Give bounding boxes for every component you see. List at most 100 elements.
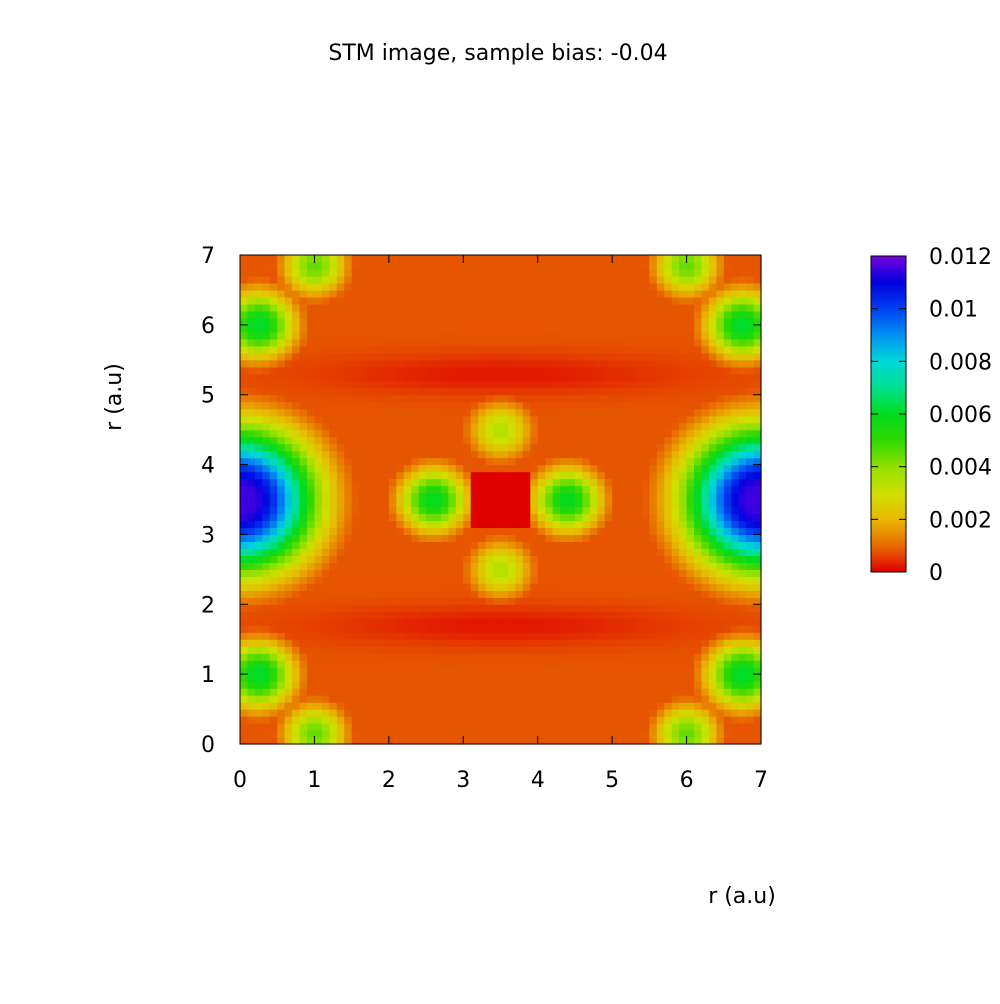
- heatmap-cell: [470, 632, 479, 640]
- heatmap-cell: [530, 485, 539, 494]
- heatmap-cell: [664, 527, 673, 536]
- heatmap-cell: [612, 639, 621, 647]
- heatmap-cell: [679, 562, 688, 570]
- heatmap-cell: [597, 268, 606, 277]
- heatmap-cell: [746, 618, 755, 626]
- heatmap-cell: [612, 450, 621, 459]
- heatmap-cell: [359, 597, 368, 605]
- heatmap-cell: [664, 576, 673, 584]
- y-tick-label: 7: [201, 244, 215, 269]
- heatmap-cell: [485, 471, 494, 480]
- heatmap-cell: [716, 520, 725, 529]
- heatmap-cell: [530, 268, 539, 277]
- heatmap-cell: [284, 527, 293, 536]
- heatmap-cell: [485, 506, 494, 515]
- heatmap-cell: [299, 639, 308, 647]
- heatmap-cell: [746, 499, 755, 508]
- heatmap-cell: [470, 457, 479, 466]
- heatmap-cell: [731, 429, 740, 438]
- heatmap-cell: [589, 450, 598, 459]
- heatmap-cell: [366, 646, 375, 654]
- heatmap-cell: [306, 702, 316, 710]
- heatmap-cell: [723, 527, 732, 536]
- heatmap-cell: [664, 359, 673, 368]
- heatmap-cell: [515, 723, 524, 731]
- heatmap-cell: [574, 520, 583, 529]
- heatmap-cell: [515, 255, 524, 263]
- heatmap-cell: [753, 457, 762, 466]
- heatmap-cell: [649, 527, 658, 536]
- heatmap-cell: [426, 653, 435, 661]
- heatmap-cell: [560, 492, 569, 501]
- heatmap-cell: [604, 492, 613, 501]
- heatmap-cell: [262, 415, 271, 424]
- heatmap-cell: [604, 310, 613, 319]
- heatmap-cell: [619, 660, 628, 668]
- heatmap-cell: [426, 415, 435, 424]
- heatmap-cell: [448, 429, 457, 438]
- heatmap-cell: [530, 373, 539, 382]
- heatmap-cell: [373, 709, 383, 717]
- heatmap-cell: [470, 310, 479, 319]
- heatmap-cell: [411, 296, 420, 305]
- heatmap-cell: [738, 478, 747, 487]
- heatmap-cell: [277, 450, 286, 459]
- heatmap-cell: [344, 597, 353, 605]
- heatmap-cell: [359, 352, 368, 361]
- heatmap-cell: [597, 576, 606, 584]
- heatmap-cell: [560, 499, 569, 508]
- heatmap-cell: [277, 415, 286, 424]
- heatmap-cell: [641, 401, 650, 410]
- heatmap-cell: [664, 716, 673, 724]
- heatmap-cell: [403, 429, 412, 438]
- heatmap-cell: [664, 583, 673, 591]
- heatmap-cell: [522, 443, 531, 452]
- heatmap-cell: [604, 632, 613, 640]
- heatmap-cell: [306, 394, 316, 403]
- heatmap-cell: [306, 485, 316, 494]
- heatmap-cell: [701, 639, 710, 647]
- heatmap-cell: [359, 492, 368, 501]
- heatmap-cell: [612, 590, 621, 598]
- heatmap-cell: [753, 338, 762, 347]
- heatmap-cell: [240, 597, 249, 605]
- heatmap-cell: [671, 674, 680, 682]
- heatmap-cell: [708, 562, 717, 570]
- heatmap-cell: [753, 471, 762, 480]
- heatmap-cell: [336, 716, 345, 724]
- heatmap-cell: [701, 737, 710, 745]
- heatmap-cell: [470, 653, 479, 661]
- heatmap-cell: [656, 261, 665, 270]
- heatmap-cell: [299, 394, 308, 403]
- heatmap-cell: [351, 646, 360, 654]
- heatmap-cell: [545, 632, 554, 640]
- heatmap-cell: [411, 534, 420, 543]
- heatmap-cell: [604, 646, 613, 654]
- heatmap-cell: [686, 590, 695, 598]
- heatmap-cell: [455, 422, 464, 431]
- heatmap-cell: [679, 394, 688, 403]
- heatmap-cell: [418, 296, 427, 305]
- heatmap-cell: [426, 345, 435, 354]
- heatmap-cell: [738, 345, 747, 354]
- heatmap-cell: [388, 506, 397, 515]
- heatmap-cell: [321, 450, 330, 459]
- heatmap-cell: [537, 359, 546, 368]
- heatmap-cell: [403, 485, 412, 494]
- heatmap-cell: [515, 422, 524, 431]
- heatmap-cell: [396, 639, 405, 647]
- heatmap-cell: [418, 373, 427, 382]
- heatmap-cell: [686, 576, 695, 584]
- heatmap-cell: [493, 261, 502, 270]
- heatmap-cell: [351, 730, 360, 738]
- heatmap-cell: [470, 562, 479, 570]
- heatmap-cell: [567, 366, 576, 375]
- heatmap-cell: [634, 282, 643, 291]
- heatmap-cell: [694, 345, 703, 354]
- heatmap-cell: [299, 625, 308, 633]
- heatmap-cell: [418, 555, 427, 563]
- heatmap-cell: [604, 464, 613, 473]
- heatmap-cell: [284, 450, 293, 459]
- heatmap-cell: [463, 534, 472, 543]
- heatmap-cell: [738, 716, 747, 724]
